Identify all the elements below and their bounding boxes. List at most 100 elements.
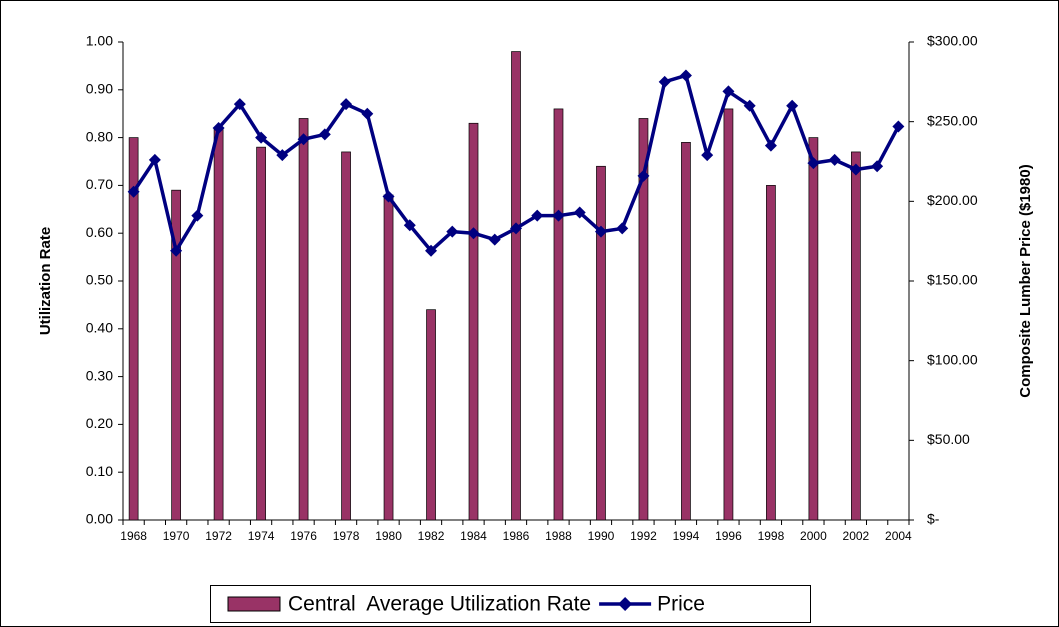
x-tick-label: 1974 <box>248 529 275 543</box>
y2-tick-label: $100.00 <box>927 351 978 367</box>
x-tick-label: 1984 <box>460 529 487 543</box>
price-marker <box>658 75 671 88</box>
y2-tick-label: $- <box>927 511 940 527</box>
y2-tick-label: $50.00 <box>927 431 970 447</box>
y-tick-label: 0.70 <box>86 176 113 192</box>
bar <box>298 118 309 521</box>
bar <box>553 108 564 521</box>
x-tick-label: 2004 <box>885 529 912 543</box>
bar <box>851 151 861 521</box>
x-tick-label: 1980 <box>375 529 402 543</box>
bar <box>638 118 649 521</box>
price-marker <box>701 149 714 162</box>
x-tick-label: 1968 <box>120 529 147 543</box>
x-tick-label: 1996 <box>715 529 742 543</box>
legend-swatch <box>227 596 281 612</box>
price-marker <box>297 133 310 146</box>
price-marker <box>340 98 353 111</box>
y-tick-label: 0.00 <box>86 511 113 527</box>
y2-tick-label: $200.00 <box>927 192 978 208</box>
y-tick-label: 0.30 <box>86 367 113 383</box>
price-marker <box>127 185 140 198</box>
legend-label: Price <box>657 593 705 616</box>
price-marker <box>467 227 480 240</box>
x-tick-label: 2000 <box>800 529 827 543</box>
bar <box>766 185 776 521</box>
bar <box>468 122 479 521</box>
y-tick-label: 1.00 <box>86 33 113 49</box>
bar <box>723 108 734 521</box>
price-marker <box>531 209 544 222</box>
bar <box>213 127 224 521</box>
price-marker <box>786 99 799 112</box>
x-tick-label: 2002 <box>843 529 870 543</box>
price-marker <box>191 209 204 222</box>
price-marker <box>425 244 438 257</box>
bar <box>341 151 351 521</box>
x-tick-label: 1988 <box>545 529 572 543</box>
price-marker <box>807 157 820 170</box>
x-tick-label: 1982 <box>418 529 445 543</box>
x-tick-label: 1970 <box>163 529 190 543</box>
y-tick-label: 0.40 <box>86 320 113 336</box>
price-marker <box>849 163 862 176</box>
price-marker <box>616 222 629 235</box>
price-marker <box>892 120 905 133</box>
bar <box>426 309 436 521</box>
y-tick-label: 0.10 <box>86 463 113 479</box>
price-marker <box>318 128 331 141</box>
price-marker <box>722 85 735 98</box>
price-marker <box>212 122 225 135</box>
price-marker <box>446 225 459 238</box>
y-tick-label: 0.20 <box>86 415 113 431</box>
price-marker <box>552 209 565 222</box>
bar <box>681 142 691 521</box>
price-marker <box>403 219 416 232</box>
price-marker <box>276 149 289 162</box>
bar <box>808 137 819 521</box>
price-marker <box>871 160 884 173</box>
x-tick-label: 1998 <box>758 529 785 543</box>
x-tick-label: 1990 <box>588 529 615 543</box>
x-tick-label: 1972 <box>205 529 232 543</box>
y-tick-label: 0.50 <box>86 272 113 288</box>
bar <box>511 51 521 521</box>
x-tick-label: 1994 <box>673 529 700 543</box>
y2-tick-label: $150.00 <box>927 272 978 288</box>
price-marker <box>233 98 246 111</box>
price-marker <box>361 107 374 120</box>
price-marker <box>743 99 756 112</box>
y2-axis-title: Composite Lumber Price ($1980) <box>1017 164 1034 397</box>
price-marker <box>510 222 522 235</box>
y-tick-label: 0.80 <box>86 128 113 144</box>
bar <box>171 189 181 521</box>
x-tick-label: 1986 <box>503 529 530 543</box>
bar <box>596 165 606 521</box>
legend-marker <box>618 597 633 611</box>
price-marker <box>764 139 777 152</box>
price-marker <box>679 69 692 82</box>
bar <box>383 194 394 521</box>
price-marker <box>573 206 586 219</box>
x-tick-label: 1992 <box>630 529 657 543</box>
price-marker <box>255 131 268 144</box>
y2-tick-label: $300.00 <box>927 33 978 49</box>
price-marker <box>148 153 161 166</box>
price-marker <box>594 225 607 238</box>
price-marker <box>637 169 650 182</box>
price-marker <box>828 153 841 166</box>
bar <box>128 137 139 521</box>
y-axis-title: Utilization Rate <box>37 227 54 335</box>
x-tick-label: 1978 <box>333 529 360 543</box>
legend-label: Central Average Utilization Rate <box>288 593 591 616</box>
y-tick-label: 0.90 <box>86 81 113 97</box>
bar <box>256 146 266 521</box>
y2-tick-label: $250.00 <box>927 112 978 128</box>
price-marker <box>382 190 395 203</box>
legend-box <box>210 585 811 623</box>
price-marker <box>488 233 501 246</box>
price-marker <box>170 244 183 257</box>
y-tick-label: 0.60 <box>86 224 113 240</box>
